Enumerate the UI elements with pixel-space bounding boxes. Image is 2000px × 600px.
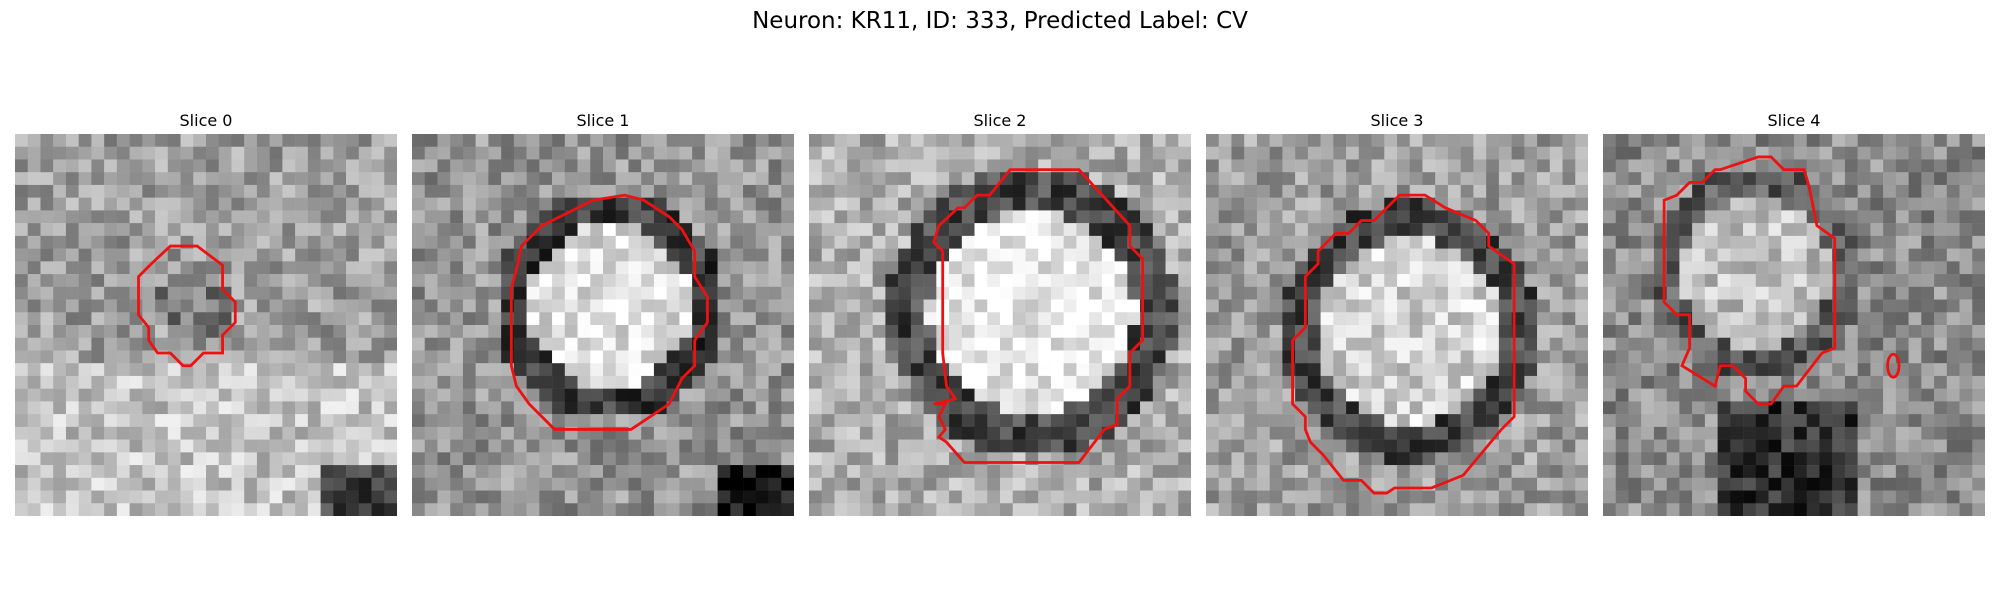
slice-title-1: Slice 1 bbox=[576, 111, 630, 130]
figure-title: Neuron: KR11, ID: 333, Predicted Label: … bbox=[752, 8, 1248, 34]
roi-contour-2 bbox=[932, 168, 1145, 464]
slice-title-3: Slice 3 bbox=[1370, 111, 1424, 130]
slice-image-2 bbox=[809, 134, 1191, 516]
slice-title-4: Slice 4 bbox=[1767, 111, 1821, 130]
roi-contour-3 bbox=[1291, 193, 1516, 495]
slice-image-0 bbox=[15, 134, 397, 516]
slice-panel-0: Slice 0 bbox=[15, 108, 397, 516]
slice-panel-3: Slice 3 bbox=[1206, 108, 1588, 516]
slice-title-0: Slice 0 bbox=[179, 111, 233, 130]
slice-panel-1: Slice 1 bbox=[412, 108, 794, 516]
roi-contour-4-small bbox=[1886, 352, 1901, 379]
slice-image-4 bbox=[1603, 134, 1985, 516]
slice-title-2: Slice 2 bbox=[973, 111, 1027, 130]
slice-image-3 bbox=[1206, 134, 1588, 516]
slice-image-1 bbox=[412, 134, 794, 516]
roi-contour-4 bbox=[1662, 155, 1837, 406]
slice-panel-4: Slice 4 bbox=[1603, 108, 1985, 516]
roi-contour-0 bbox=[137, 244, 237, 368]
slice-panel-2: Slice 2 bbox=[809, 108, 1191, 516]
roi-contour-1 bbox=[509, 193, 709, 431]
